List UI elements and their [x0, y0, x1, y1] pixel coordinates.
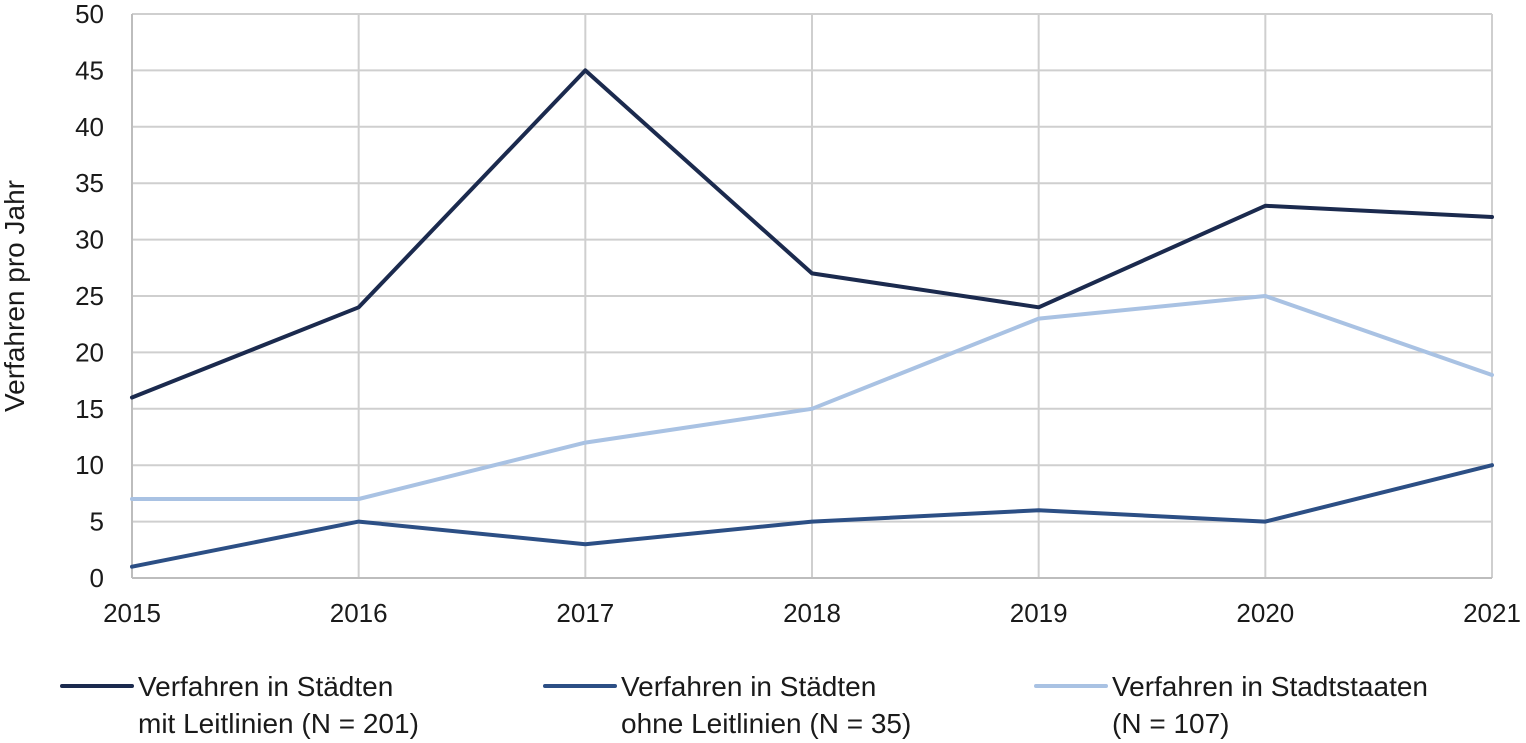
- legend-item-2: Verfahren in Städten ohne Leitlinien (N =…: [543, 671, 911, 739]
- x-tick-label: 2020: [1236, 598, 1294, 628]
- y-tick-labels: 0 5 10 15 20 25 30 35 40 45 50: [75, 0, 104, 593]
- legend-item-3: Verfahren in Stadtstaaten (N = 107): [1034, 671, 1428, 739]
- series-line-2: [130, 463, 1494, 569]
- y-tick-label: 35: [75, 168, 104, 198]
- x-tick-label: 2019: [1010, 598, 1068, 628]
- y-tick-label: 5: [90, 507, 104, 537]
- series-line-3: [130, 294, 1494, 501]
- y-tick-label: 25: [75, 281, 104, 311]
- gridlines: [132, 13, 1493, 578]
- y-tick-label: 15: [75, 394, 104, 424]
- x-tick-labels: 2015 2016 2017 2018 2019 2020 2021: [103, 598, 1521, 628]
- y-tick-label: 40: [75, 112, 104, 142]
- legend-label: Verfahren in Stadtstaaten: [1112, 671, 1428, 702]
- y-tick-label: 50: [75, 0, 104, 29]
- legend-label: Verfahren in Städten: [138, 671, 393, 702]
- y-tick-label: 30: [75, 225, 104, 255]
- x-tick-label: 2017: [556, 598, 614, 628]
- y-axis-label: Verfahren pro Jahr: [0, 180, 30, 412]
- y-tick-label: 10: [75, 450, 104, 480]
- x-tick-label: 2021: [1463, 598, 1521, 628]
- x-tick-label: 2016: [330, 598, 388, 628]
- legend-label: (N = 107): [1112, 708, 1230, 739]
- y-tick-label: 45: [75, 55, 104, 85]
- legend-label: Verfahren in Städten: [621, 671, 876, 702]
- series-line-1: [130, 68, 1494, 400]
- x-tick-label: 2018: [783, 598, 841, 628]
- series-lines: [130, 68, 1494, 569]
- legend: Verfahren in Städten mit Leitlinien (N = …: [60, 671, 1428, 739]
- y-tick-label: 20: [75, 337, 104, 367]
- legend-label: mit Leitlinien (N = 201): [138, 708, 419, 739]
- legend-label: ohne Leitlinien (N = 35): [621, 708, 911, 739]
- legend-item-1: Verfahren in Städten mit Leitlinien (N = …: [60, 671, 419, 739]
- y-tick-label: 0: [90, 563, 104, 593]
- x-tick-label: 2015: [103, 598, 161, 628]
- axes: [131, 14, 1492, 579]
